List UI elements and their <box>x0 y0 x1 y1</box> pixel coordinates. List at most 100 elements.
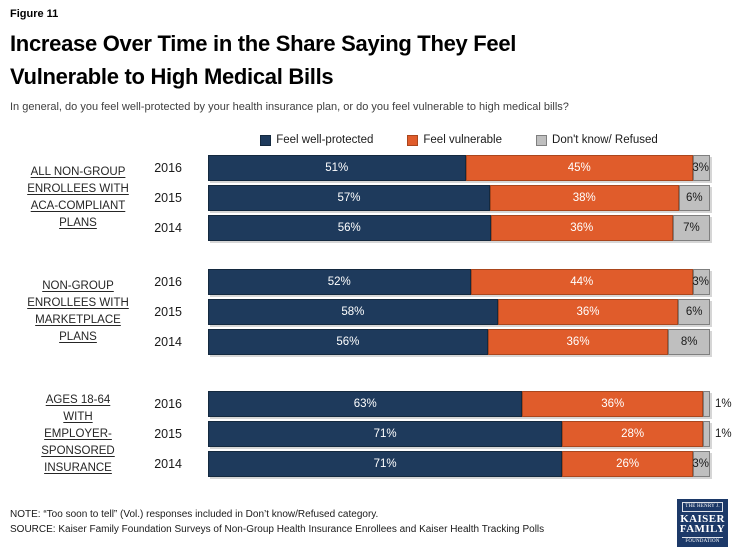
bar-segment <box>692 269 710 295</box>
bar-row: 2016 52% 44% 3% <box>148 269 710 295</box>
bar-segment: 8% <box>668 329 711 355</box>
bar-row: 2016 51% 45% 3% <box>148 155 710 181</box>
bar-segment: 38% <box>489 185 679 211</box>
legend-label-well-protected: Feel well-protected <box>276 134 374 146</box>
bar-value-label: 71% <box>373 428 397 440</box>
legend-item-well-protected: Feel well-protected <box>260 134 373 146</box>
stacked-bar: 71% 26% 3% <box>208 451 710 477</box>
survey-question-subtitle: In general, do you feel well-protected b… <box>10 101 569 113</box>
bar-value-label: 3% <box>692 458 709 470</box>
bar-row: 2015 58% 36% 6% <box>148 299 711 325</box>
legend-swatch-well-protected-icon <box>260 134 272 146</box>
bar-value-label: 57% <box>337 192 361 204</box>
bar-value-label: 36% <box>566 336 590 348</box>
bar-value-label: 7% <box>683 222 700 234</box>
group-label-line: NON-GROUP <box>42 280 114 292</box>
legend-swatch-vulnerable-icon <box>407 134 419 146</box>
stacked-bar: 52% 44% 3% <box>208 269 710 295</box>
bar-value-label: 63% <box>353 398 377 410</box>
kff-logo-family-text: FAMILY <box>679 523 726 535</box>
stacked-bar: 63% 36% 1% <box>208 391 732 417</box>
group-label-line: EMPLOYER- <box>44 427 112 440</box>
group-label-line: MARKETPLACE <box>35 314 121 326</box>
source-text: SOURCE: Kaiser Family Foundation Surveys… <box>10 524 545 535</box>
bar-value-label: 58% <box>341 306 365 318</box>
stacked-bar: 58% 36% 6% <box>208 299 711 325</box>
year-label: 2015 <box>154 305 182 319</box>
bar-value-label: 36% <box>570 222 594 234</box>
bar-rows: 2016 63% 36% 1% 2015 71% 28% 1% 2014 71% 26% 3% <box>148 391 732 477</box>
year-label: 2014 <box>154 457 182 471</box>
stacked-bar: 71% 28% 1% <box>208 421 732 447</box>
bar-value-label: 3% <box>692 276 709 288</box>
bar-value-label: 56% <box>336 336 360 348</box>
group-label: ALL NON-GROUP ENROLLEES WITH ACA-COMPLIANT… <box>8 164 148 232</box>
group-label-line: SPONSORED <box>41 444 115 457</box>
bar-value-label: 52% <box>327 276 351 288</box>
bar-row: 2014 71% 26% 3% <box>148 451 710 477</box>
bar-value-label: 8% <box>680 336 698 348</box>
chart-area: ALL NON-GROUP ENROLLEES WITH ACA-COMPLIANT… <box>0 146 735 477</box>
bar-segment: 6% <box>678 299 711 325</box>
bar-segment: 26% <box>562 451 694 477</box>
title-line-1: Increase Over Time in the Share Saying T… <box>10 31 517 56</box>
bar-value-label: 6% <box>685 192 703 204</box>
bar-segment: 71% <box>208 451 563 477</box>
year-label: 2015 <box>154 191 182 205</box>
legend-swatch-dont-know-icon <box>536 134 548 146</box>
group-label: AGES 18-64 WITH EMPLOYER- SPONSORED INSURANC… <box>8 392 148 477</box>
bar-segment <box>703 391 710 417</box>
group-label-line: WITH <box>63 410 93 423</box>
bar-segment: 6% <box>678 185 710 211</box>
bar-value-label: 36% <box>601 398 625 410</box>
bar-segment: 36% <box>497 299 679 325</box>
group-label-line: ENROLLEES WITH <box>27 297 129 309</box>
bar-value-label: 51% <box>325 162 349 174</box>
year-label: 2016 <box>154 161 182 175</box>
stacked-bar: 56% 36% 7% <box>208 215 710 241</box>
bar-row: 2014 56% 36% 7% <box>148 215 710 241</box>
group-label-line: PLANS <box>59 217 97 229</box>
bar-segment: 51% <box>208 155 466 181</box>
legend-label-vulnerable: Feel vulnerable <box>423 134 503 146</box>
bar-row: 2016 63% 36% 1% <box>148 391 732 417</box>
stacked-bar: 57% 38% 6% <box>208 185 710 211</box>
group-label-line: PLANS <box>59 331 97 343</box>
bar-group: NON-GROUP ENROLLEES WITH MARKETPLACE PLANS 2… <box>8 269 711 355</box>
stacked-bar: 51% 45% 3% <box>208 155 710 181</box>
bar-rows: 2016 51% 45% 3% 2015 57% 38% 6% 2014 56% 36% 7% <box>148 155 710 241</box>
legend-item-vulnerable: Feel vulnerable <box>407 134 502 146</box>
bar-value-label: 1% <box>715 398 732 410</box>
kff-logo-foundation-text: FOUNDATION <box>682 536 723 545</box>
bar-segment <box>693 451 710 477</box>
bar-segment: 71% <box>208 421 563 447</box>
bar-value-label: 44% <box>570 276 594 288</box>
legend-item-dont-know: Don't know/ Refused <box>536 134 658 146</box>
bar-group: ALL NON-GROUP ENROLLEES WITH ACA-COMPLIANT… <box>8 155 710 241</box>
bar-value-label: 36% <box>576 306 600 318</box>
bar-segment: 58% <box>208 299 498 325</box>
figure-label: Figure 11 <box>10 8 59 20</box>
bar-group: AGES 18-64 WITH EMPLOYER- SPONSORED INSURANC… <box>8 391 732 477</box>
bar-segment: 57% <box>208 185 490 211</box>
bar-segment: 44% <box>470 269 693 295</box>
group-label-line: INSURANCE <box>44 461 112 474</box>
group-label-line: ENROLLEES WITH <box>27 183 129 195</box>
bar-segment: 7% <box>672 215 710 241</box>
bar-segment: 56% <box>208 329 488 355</box>
bar-segment: 63% <box>208 391 523 417</box>
bar-segment: 45% <box>465 155 693 181</box>
page-title: Increase Over Time in the Share Saying T… <box>10 27 723 93</box>
title-line-2: Vulnerable to High Medical Bills <box>10 64 334 89</box>
bar-value-label: 56% <box>337 222 361 234</box>
year-label: 2015 <box>154 427 182 441</box>
bar-segment: 36% <box>522 391 704 417</box>
bar-segment: 28% <box>562 421 704 447</box>
legend-label-dont-know: Don't know/ Refused <box>552 134 658 146</box>
bar-segment: 56% <box>208 215 491 241</box>
bar-value-label: 3% <box>692 162 709 174</box>
bar-segment <box>692 155 710 181</box>
bar-segment: 52% <box>208 269 471 295</box>
group-label: NON-GROUP ENROLLEES WITH MARKETPLACE PLANS <box>8 278 148 346</box>
year-label: 2014 <box>154 221 182 235</box>
